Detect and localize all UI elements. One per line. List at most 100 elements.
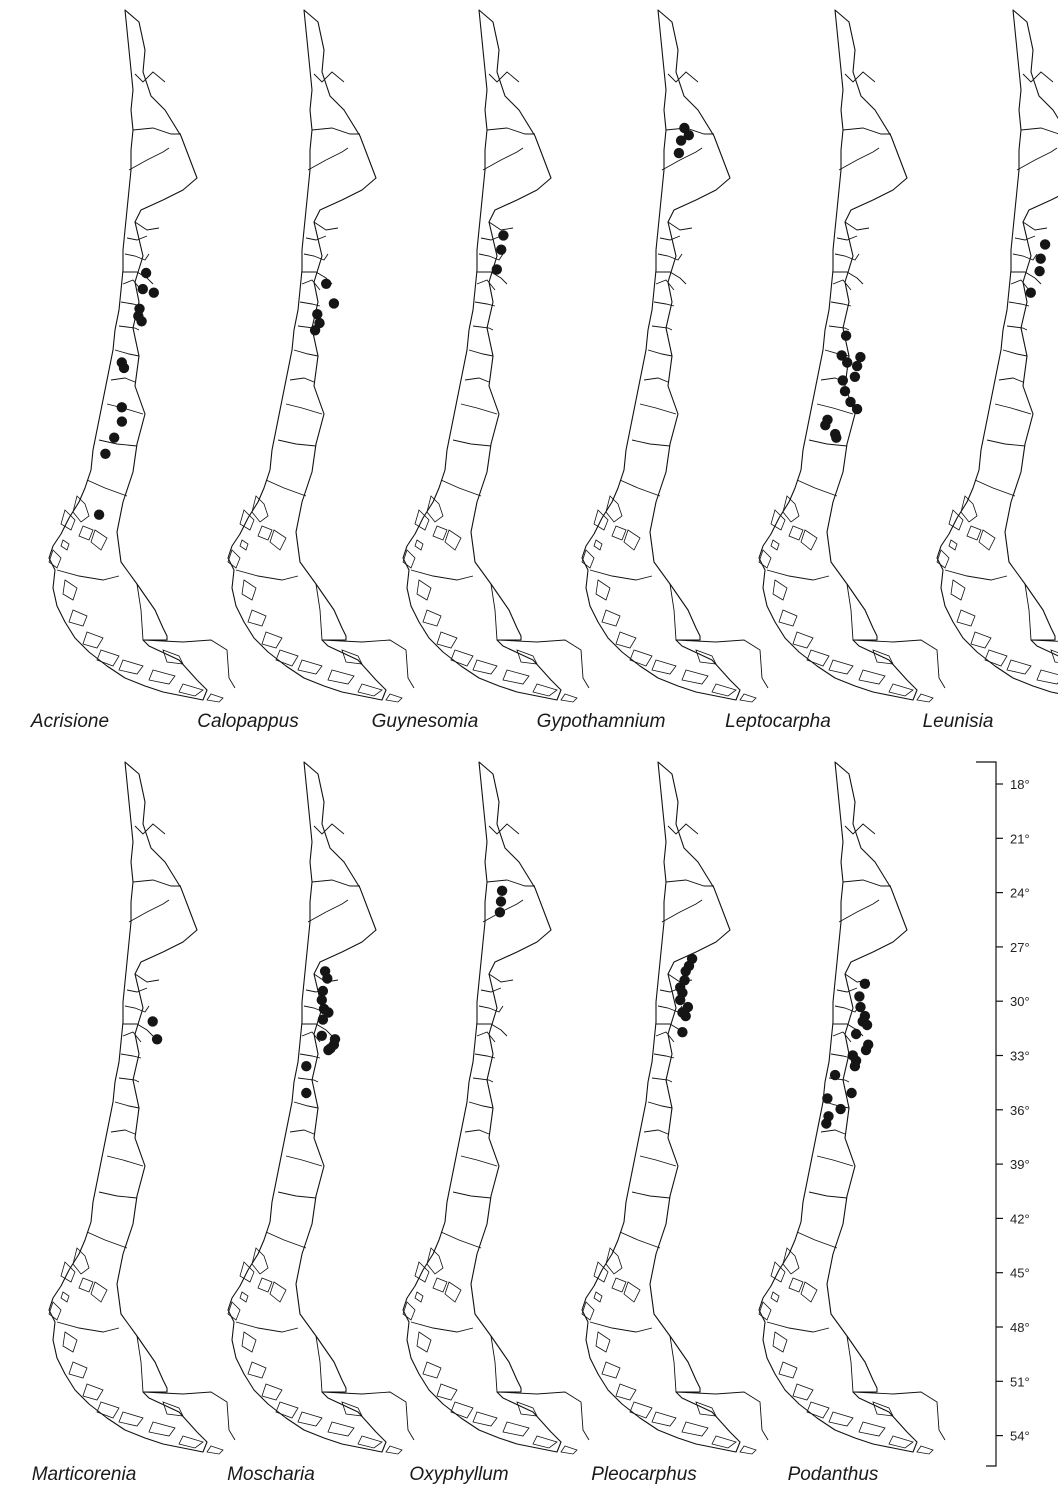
latitude-axis-line (976, 761, 997, 1467)
latitude-tick-label: 27° (1010, 940, 1030, 955)
genus-label: Leunisia (923, 711, 994, 732)
locality-point (837, 375, 848, 386)
locality-point (321, 278, 332, 289)
latitude-tick-label: 18° (1010, 777, 1030, 792)
locality-point (680, 1010, 691, 1022)
locality-point (151, 1034, 163, 1045)
locality-point (839, 386, 851, 397)
locality-point (861, 1019, 873, 1031)
locality-point (829, 1069, 841, 1081)
locality-point (673, 147, 685, 159)
locality-point (1039, 239, 1051, 250)
locality-point (325, 1043, 336, 1054)
latitude-tick-label: 42° (1010, 1211, 1030, 1226)
locality-point (496, 885, 508, 896)
genus-label: Guynesomia (372, 711, 479, 732)
latitude-tick-label: 21° (1010, 831, 1030, 846)
locality-point (821, 1118, 832, 1129)
locality-point (148, 287, 159, 298)
locality-point (328, 298, 340, 309)
locality-point (831, 432, 842, 443)
locality-point (847, 1050, 858, 1061)
genus-label: Calopappus (197, 711, 299, 732)
locality-point (849, 1061, 861, 1072)
latitude-tick-label: 33° (1010, 1049, 1030, 1064)
top-map-guynesomia (402, 9, 590, 703)
bottom-map-podanthus (758, 761, 946, 1455)
locality-point (100, 448, 111, 459)
locality-point (854, 991, 865, 1002)
genus-label: Podanthus (788, 1464, 879, 1485)
bottom-map-oxyphyllum (402, 761, 590, 1455)
locality-point (683, 130, 694, 141)
latitude-tick-label: 36° (1010, 1103, 1030, 1118)
locality-point (309, 325, 321, 336)
locality-point (835, 1103, 846, 1115)
genus-label: Pleocarphus (591, 1464, 697, 1485)
locality-point (850, 1028, 862, 1040)
bottom-map-marticorenia (48, 761, 236, 1455)
chile-outline (402, 9, 590, 703)
locality-point (855, 351, 866, 363)
chile-outline (227, 761, 415, 1455)
locality-point (316, 1030, 327, 1041)
locality-point (845, 396, 856, 408)
locality-point (836, 350, 847, 361)
bottom-row-maps: Marticorenia Moscharia Oxyphyllum Pleocarph… (32, 761, 946, 1485)
top-row-maps: Acrisione Calopappus Guynesomia Gypothamniu… (30, 9, 1058, 732)
chile-outline (581, 9, 769, 703)
locality-point (860, 1044, 872, 1056)
top-map-leptocarpha (758, 9, 946, 703)
locality-point (851, 403, 863, 415)
locality-point (496, 244, 507, 255)
chile-outline (402, 761, 590, 1455)
locality-point (494, 907, 506, 918)
locality-point (136, 316, 147, 327)
genus-label: Marticorenia (32, 1464, 137, 1485)
chile-outline (936, 9, 1058, 703)
latitude-tick-label: 30° (1010, 994, 1030, 1009)
latitude-tick-label: 48° (1010, 1320, 1030, 1335)
locality-point (855, 1001, 866, 1013)
genus-label: Leptocarpha (725, 711, 831, 732)
latitude-tick-label: 54° (1010, 1429, 1030, 1444)
locality-point (93, 509, 105, 520)
bottom-map-pleocarphus (581, 761, 769, 1455)
locality-point (140, 267, 152, 279)
chile-outline (758, 761, 946, 1455)
locality-point (680, 966, 691, 977)
locality-point (1035, 253, 1046, 264)
locality-point (846, 1087, 857, 1099)
locality-point (851, 360, 863, 372)
locality-point (118, 362, 130, 374)
genus-label: Oxyphyllum (409, 1464, 508, 1485)
top-map-calopappus (227, 9, 415, 703)
locality-point (1025, 287, 1036, 298)
locality-point (301, 1087, 312, 1099)
locality-point (495, 896, 507, 907)
locality-point (323, 1007, 334, 1018)
locality-point (147, 1016, 158, 1027)
locality-point (859, 978, 871, 989)
bottom-map-moscharia (227, 761, 415, 1455)
locality-point (677, 1027, 688, 1038)
chile-outline (581, 761, 769, 1455)
genus-label: Gypothamnium (537, 711, 666, 732)
top-map-leunisia (936, 9, 1058, 703)
chile-outline (758, 9, 946, 703)
locality-point (322, 973, 333, 984)
chile-outline (227, 9, 415, 703)
locality-point (842, 357, 853, 368)
locality-point (312, 309, 323, 320)
locality-point (675, 135, 687, 146)
locality-point (491, 264, 502, 275)
top-map-acrisione (48, 9, 236, 703)
latitude-tick-label: 45° (1010, 1266, 1030, 1281)
chile-outline (48, 761, 236, 1455)
chile-outline (48, 9, 236, 703)
locality-point (498, 230, 509, 241)
locality-point (840, 330, 852, 341)
locality-point (317, 985, 329, 997)
locality-point (1034, 266, 1045, 277)
